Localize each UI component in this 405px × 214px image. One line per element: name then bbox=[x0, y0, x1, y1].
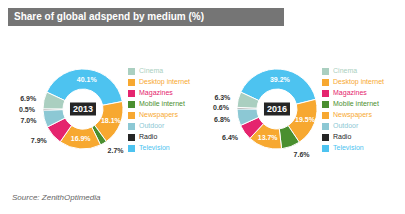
html-text:Desktop internet: Desktop internet bbox=[333, 78, 384, 85]
html-text:Magazines: Magazines bbox=[333, 89, 367, 96]
svg-text:40.1%: 40.1% bbox=[77, 76, 98, 83]
svg-text:13.7%: 13.7% bbox=[258, 134, 279, 141]
svg-text:6.8%: 6.8% bbox=[214, 116, 231, 123]
html-text:Radio: Radio bbox=[139, 133, 158, 140]
html-text:Cinema: Cinema bbox=[333, 67, 358, 74]
html-text:Newspapers: Newspapers bbox=[139, 111, 178, 118]
html-text:Share of global adspend by med: Share of global adspend by medium (%) bbox=[14, 11, 204, 22]
html-text:Source: ZenithOptimedia: Source: ZenithOptimedia bbox=[12, 193, 101, 202]
html-text:Newspapers: Newspapers bbox=[333, 111, 372, 118]
html-text:Mobile internet: Mobile internet bbox=[333, 100, 379, 107]
svg-text:18.1%: 18.1% bbox=[101, 117, 122, 124]
html-text:Desktop internet: Desktop internet bbox=[139, 78, 190, 85]
svg-text:19.5%: 19.5% bbox=[295, 116, 316, 123]
html-text:Television: Television bbox=[139, 144, 170, 151]
svg-text:7.0%: 7.0% bbox=[20, 117, 37, 124]
html-text:Outdoor: Outdoor bbox=[333, 122, 359, 129]
svg-text:7.9%: 7.9% bbox=[31, 137, 48, 144]
html-text:Radio: Radio bbox=[333, 133, 352, 140]
svg-text:2.7%: 2.7% bbox=[108, 147, 125, 154]
svg-text:16.9%: 16.9% bbox=[71, 135, 92, 142]
html-text:2013: 2013 bbox=[73, 103, 93, 114]
html-text:Mobile internet: Mobile internet bbox=[139, 100, 185, 107]
svg-text:6.9%: 6.9% bbox=[20, 95, 37, 102]
html-text:Outdoor: Outdoor bbox=[139, 122, 165, 129]
svg-text:0.6%: 0.6% bbox=[213, 104, 230, 111]
svg-text:6.3%: 6.3% bbox=[214, 94, 231, 101]
html-text:2016: 2016 bbox=[267, 103, 287, 114]
svg-text:6.4%: 6.4% bbox=[222, 134, 239, 141]
svg-text:39.2%: 39.2% bbox=[270, 76, 291, 83]
html-text:Magazines: Magazines bbox=[139, 89, 173, 96]
svg-text:0.5%: 0.5% bbox=[19, 106, 36, 113]
html-text:Cinema: Cinema bbox=[139, 67, 164, 74]
svg-text:7.6%: 7.6% bbox=[294, 151, 311, 158]
html-text:Television: Television bbox=[333, 144, 364, 151]
